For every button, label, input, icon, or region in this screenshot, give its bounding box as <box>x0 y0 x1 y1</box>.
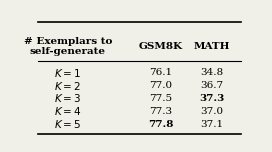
Text: $K=3$: $K=3$ <box>54 92 81 104</box>
Text: 34.8: 34.8 <box>200 68 224 77</box>
Text: $K=4$: $K=4$ <box>54 105 82 117</box>
Text: GSM8K: GSM8K <box>138 42 183 51</box>
Text: $K=2$: $K=2$ <box>54 79 81 92</box>
Text: 37.3: 37.3 <box>199 94 225 103</box>
Text: 77.5: 77.5 <box>149 94 172 103</box>
Text: # Exemplars to
self-generate: # Exemplars to self-generate <box>24 37 112 56</box>
Text: $K=1$: $K=1$ <box>54 67 81 79</box>
Text: 37.1: 37.1 <box>200 120 224 129</box>
Text: 77.0: 77.0 <box>149 81 172 90</box>
Text: 77.3: 77.3 <box>149 107 172 116</box>
Text: 36.7: 36.7 <box>200 81 224 90</box>
Text: MATH: MATH <box>194 42 230 51</box>
Text: 37.0: 37.0 <box>200 107 224 116</box>
Text: $K=5$: $K=5$ <box>54 118 81 130</box>
Text: 76.1: 76.1 <box>149 68 172 77</box>
Text: 77.8: 77.8 <box>148 120 173 129</box>
